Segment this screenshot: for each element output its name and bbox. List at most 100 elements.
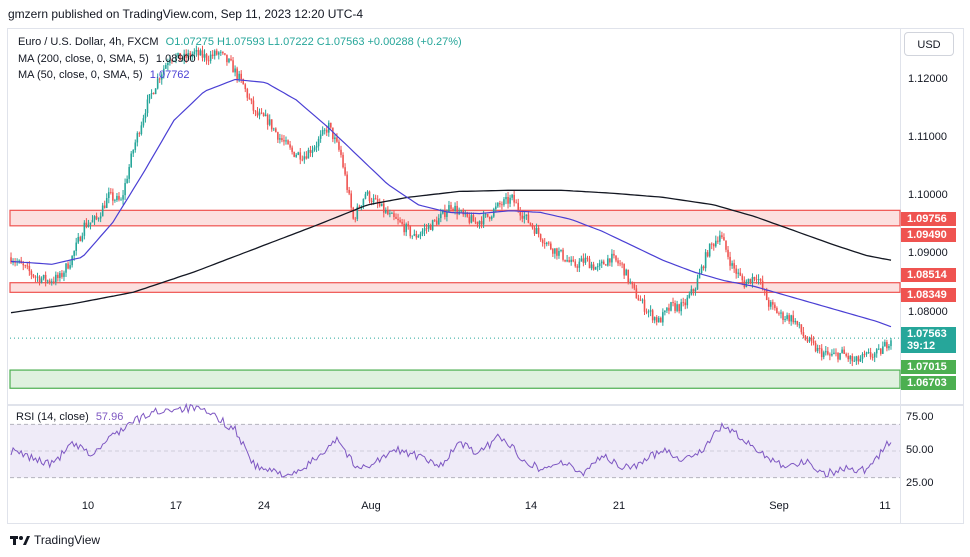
candle-body bbox=[615, 255, 617, 261]
candle-body bbox=[668, 307, 670, 311]
chart-frame bbox=[7, 28, 964, 524]
candle-body bbox=[702, 266, 705, 269]
candle-body bbox=[588, 258, 591, 269]
candle-body bbox=[105, 198, 108, 208]
candle-body bbox=[490, 216, 493, 219]
candle-body bbox=[246, 89, 249, 98]
candle-body bbox=[529, 222, 532, 225]
candle-body bbox=[325, 129, 328, 133]
ma200-value: 1.08900 bbox=[155, 53, 196, 65]
candle-body bbox=[167, 62, 169, 66]
candle-body bbox=[568, 260, 570, 262]
candle-body bbox=[207, 60, 210, 62]
candle-body bbox=[712, 244, 715, 247]
candle-body bbox=[590, 264, 593, 269]
price-tick-label: 1.11000 bbox=[908, 130, 947, 143]
candle-body bbox=[812, 340, 815, 344]
candle-body bbox=[865, 352, 868, 355]
candle-body bbox=[209, 54, 212, 61]
candle-body bbox=[827, 351, 829, 355]
ma200-legend[interactable]: MA (200, close, 0, SMA, 5) 1.08900 bbox=[18, 53, 196, 65]
candle-body bbox=[313, 147, 316, 151]
support-price-tag: 1.06703 bbox=[901, 376, 956, 390]
candle-body bbox=[501, 204, 503, 206]
candle-body bbox=[708, 243, 711, 257]
tradingview-logo[interactable]: TradingView bbox=[10, 533, 100, 547]
candle-body bbox=[859, 358, 862, 362]
candle-body bbox=[547, 242, 550, 244]
candle-body bbox=[662, 312, 664, 323]
candle-body bbox=[843, 349, 845, 354]
candle-body bbox=[657, 317, 660, 323]
currency-button[interactable]: USD bbox=[904, 32, 954, 56]
candle-body bbox=[63, 272, 65, 277]
candle-body bbox=[36, 276, 39, 278]
candle-body bbox=[126, 178, 128, 184]
rsi-legend[interactable]: RSI (14, close) 57.96 bbox=[16, 411, 123, 423]
candle-body bbox=[189, 53, 192, 57]
candle-body bbox=[499, 202, 501, 205]
candle-body bbox=[338, 141, 340, 150]
candle-body bbox=[179, 52, 181, 61]
candle-body bbox=[605, 264, 607, 266]
candle-body bbox=[623, 263, 625, 276]
candle-body bbox=[340, 149, 342, 155]
candle-body bbox=[248, 97, 251, 99]
candle-body bbox=[177, 52, 179, 57]
ohlc-values: O1.07275 H1.07593 L1.07222 C1.07563 +0.0… bbox=[165, 36, 462, 48]
candle-body bbox=[448, 205, 450, 213]
candle-body bbox=[539, 234, 542, 240]
candle-body bbox=[566, 260, 568, 262]
candle-body bbox=[228, 58, 230, 63]
candle-body bbox=[523, 215, 526, 219]
candle-body bbox=[743, 280, 746, 288]
candle-body bbox=[366, 191, 369, 195]
rsi-label: RSI (14, close) bbox=[16, 411, 89, 423]
candle-body bbox=[156, 78, 159, 89]
candle-body bbox=[142, 118, 145, 126]
candle-body bbox=[114, 200, 116, 201]
candle-body bbox=[704, 252, 707, 269]
candle-body bbox=[169, 59, 171, 63]
candle-body bbox=[735, 268, 737, 274]
symbol-legend[interactable]: Euro / U.S. Dollar, 4h, FXCM O1.07275 H1… bbox=[18, 36, 462, 48]
candle-body bbox=[794, 320, 797, 323]
candle-body bbox=[358, 206, 361, 208]
candle-body bbox=[694, 289, 697, 292]
candle-body bbox=[59, 273, 61, 279]
candle-body bbox=[374, 198, 377, 200]
candle-body bbox=[853, 360, 856, 362]
candle-body bbox=[651, 310, 654, 321]
time-tick-label: 10 bbox=[81, 500, 95, 512]
candle-body bbox=[93, 216, 96, 220]
candle-body bbox=[725, 240, 727, 250]
candle-body bbox=[446, 212, 448, 217]
candle-body bbox=[486, 213, 489, 217]
candle-body bbox=[855, 356, 858, 361]
candle-body bbox=[698, 272, 701, 279]
candle-body bbox=[543, 243, 546, 245]
current-price-tag: 1.07563 39:12 bbox=[901, 327, 956, 353]
candle-body bbox=[122, 195, 124, 200]
candle-body bbox=[879, 348, 882, 354]
candle-body bbox=[684, 302, 687, 306]
candle-body bbox=[103, 205, 106, 208]
pane-separator[interactable] bbox=[7, 404, 964, 406]
candle-body bbox=[175, 56, 177, 61]
rsi-band bbox=[10, 424, 900, 478]
candle-body bbox=[380, 203, 383, 206]
candle-body bbox=[409, 226, 412, 237]
candle-body bbox=[118, 195, 120, 200]
candle-body bbox=[492, 209, 495, 217]
candle-body bbox=[138, 133, 141, 135]
candle-body bbox=[97, 218, 100, 220]
candle-body bbox=[370, 201, 373, 203]
candle-body bbox=[877, 348, 880, 350]
candle-body bbox=[572, 259, 575, 262]
candle-body bbox=[562, 249, 564, 260]
candle-body bbox=[584, 257, 587, 263]
ma50-legend[interactable]: MA (50, close, 0, SMA, 5) 1.07762 bbox=[18, 69, 190, 81]
candle-body bbox=[321, 129, 324, 135]
candle-body bbox=[574, 261, 577, 267]
candle-body bbox=[609, 258, 611, 263]
